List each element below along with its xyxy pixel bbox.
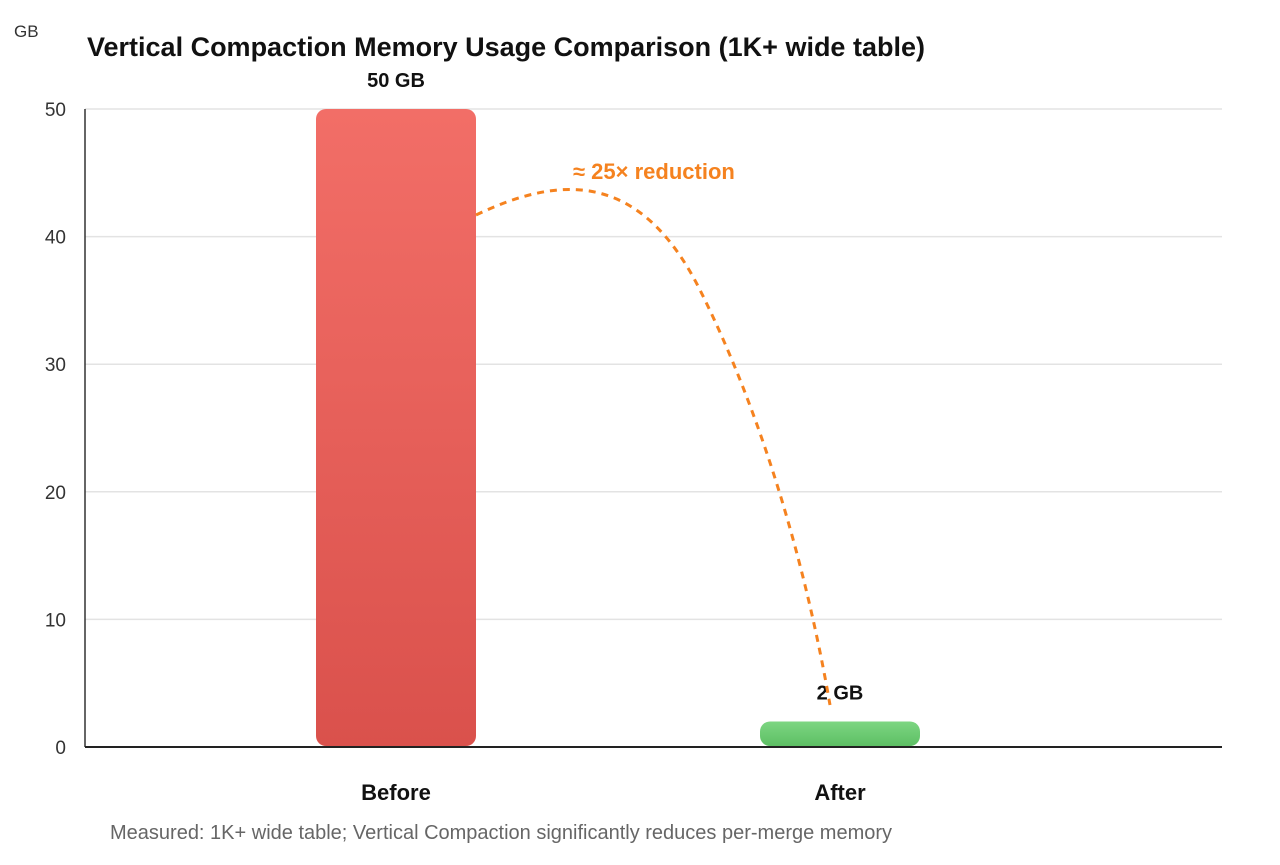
data-label: 50 GB <box>367 70 425 92</box>
y-tick-label: 40 <box>45 228 66 249</box>
reduction-arrow <box>475 188 832 706</box>
y-tick-label: 10 <box>45 610 66 631</box>
y-tick-label: 50 <box>45 100 66 121</box>
y-tick-label: 0 <box>55 738 66 759</box>
footnote: Measured: 1K+ wide table; Vertical Compa… <box>110 822 892 844</box>
chart-title: Vertical Compaction Memory Usage Compari… <box>87 32 925 62</box>
x-tick-label: Before <box>361 780 431 805</box>
reduction-annotation: ≈ 25× reduction <box>573 159 735 184</box>
y-axis-label: GB <box>14 22 39 41</box>
y-tick-label: 20 <box>45 483 66 504</box>
data-label: 2 GB <box>817 682 864 704</box>
bar-after <box>760 721 920 746</box>
bar-before <box>316 109 476 746</box>
y-tick-label: 30 <box>45 355 66 376</box>
x-tick-label: After <box>814 780 866 805</box>
